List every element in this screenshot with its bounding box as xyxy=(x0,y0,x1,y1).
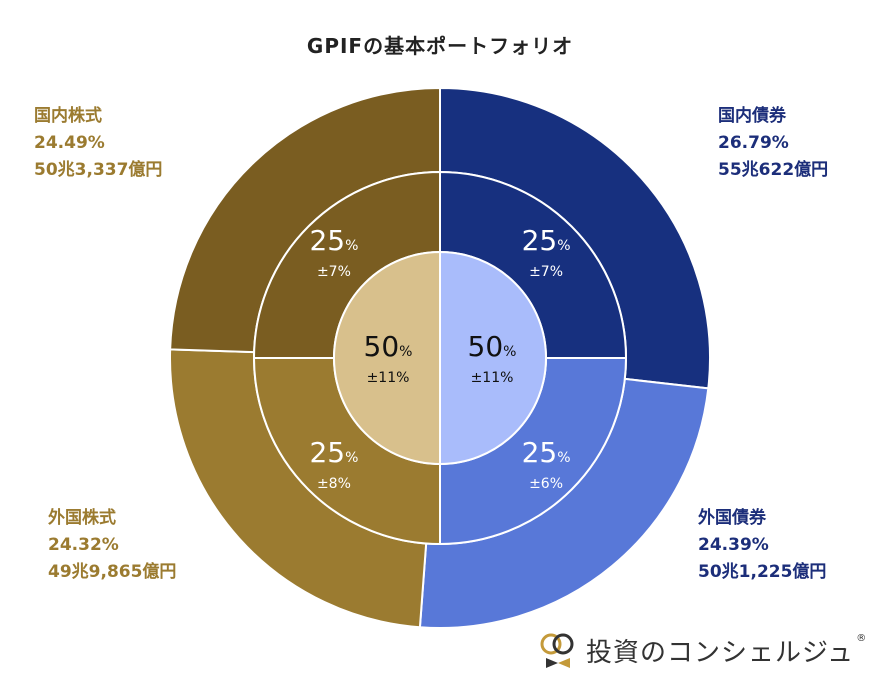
label-domestic-stocks-name: 国内株式 xyxy=(34,106,102,126)
middle-label-domestic-stocks: 25%±7% xyxy=(309,224,358,280)
chart-title: GPIFの基本ポートフォリオ xyxy=(306,34,574,58)
inner-label-bonds-range: ±11% xyxy=(471,370,514,386)
middle-label-domestic-stocks-range: ±7% xyxy=(317,264,351,280)
label-foreign-bonds-percent: 24.39% xyxy=(698,535,769,555)
middle-label-domestic-bonds: 25%±7% xyxy=(522,224,571,280)
label-domestic-bonds-percent: 26.79% xyxy=(718,133,789,153)
label-domestic-bonds-name: 国内債券 xyxy=(718,106,786,126)
label-foreign-stocks: 外国株式 24.32% 49兆9,865億円 xyxy=(48,505,176,586)
inner-label-bonds-value: 50% xyxy=(468,330,517,363)
middle-label-foreign-bonds-range: ±6% xyxy=(529,476,563,492)
inner-label-stocks: 50% ±11% xyxy=(364,330,413,386)
inner-slice-bonds xyxy=(439,250,547,466)
label-foreign-bonds-amount: 50兆1,225億円 xyxy=(698,562,827,582)
label-domestic-stocks-amount: 50兆3,337億円 xyxy=(34,160,163,180)
label-foreign-bonds: 外国債券 24.39% 50兆1,225億円 xyxy=(698,505,826,586)
registered-mark: ® xyxy=(856,632,867,644)
label-domestic-bonds-amount: 55兆622億円 xyxy=(718,160,829,180)
middle-label-foreign-stocks: 25%±8% xyxy=(309,436,358,492)
middle-label-foreign-stocks-range: ±8% xyxy=(317,476,351,492)
middle-label-domestic-stocks-value: 25% xyxy=(309,224,358,257)
label-domestic-bonds: 国内債券 26.79% 55兆622億円 xyxy=(718,103,828,184)
label-foreign-stocks-name: 外国株式 xyxy=(48,508,116,528)
label-domestic-stocks: 国内株式 24.49% 50兆3,337億円 xyxy=(34,103,162,184)
label-foreign-bonds-name: 外国債券 xyxy=(698,508,766,528)
middle-label-foreign-bonds: 25%±6% xyxy=(522,436,571,492)
middle-label-foreign-stocks-value: 25% xyxy=(309,436,358,469)
middle-label-domestic-bonds-value: 25% xyxy=(522,224,571,257)
label-domestic-stocks-percent: 24.49% xyxy=(34,133,105,153)
brand-logo-icon xyxy=(540,633,574,668)
middle-label-foreign-bonds-value: 25% xyxy=(522,436,571,469)
inner-slice-stocks xyxy=(333,250,441,466)
inner-label-stocks-value: 50% xyxy=(364,330,413,363)
label-foreign-stocks-percent: 24.32% xyxy=(48,535,119,555)
brand-logo: 投資のコンシェルジュ ® xyxy=(538,630,866,670)
brand-logo-text: 投資のコンシェルジュ xyxy=(586,637,855,668)
inner-label-bonds: 50% ±11% xyxy=(468,330,517,386)
inner-label-stocks-range: ±11% xyxy=(367,370,410,386)
label-foreign-stocks-amount: 49兆9,865億円 xyxy=(48,562,177,582)
middle-label-domestic-bonds-range: ±7% xyxy=(529,264,563,280)
